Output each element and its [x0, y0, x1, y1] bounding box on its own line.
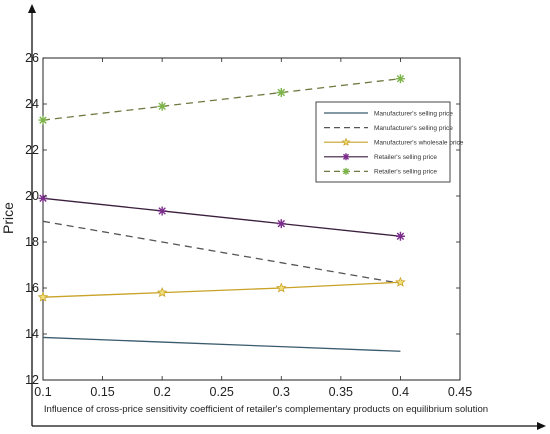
y-tick-label: 14 — [25, 327, 39, 341]
star-marker — [341, 137, 351, 146]
x-tick-label: 0.35 — [329, 385, 353, 399]
outer-axes — [28, 4, 546, 430]
x-tick-label: 0.15 — [90, 385, 114, 399]
legend-item: Manufacturer's selling price — [324, 110, 453, 117]
y-tick-label: 18 — [25, 235, 39, 249]
series-line — [42, 281, 401, 298]
series-layer — [37, 74, 406, 352]
y-tick-label: 12 — [25, 373, 39, 387]
series-1 — [42, 336, 401, 352]
plot-frame — [42, 57, 461, 381]
legend-item: Manufacturer's wholesale price — [324, 137, 464, 147]
asterisk-marker — [38, 115, 48, 125]
y-tick-label: 26 — [25, 51, 39, 65]
star-marker — [37, 291, 49, 302]
series-line — [42, 197, 401, 237]
y-tick-label: 24 — [25, 97, 39, 111]
series-3 — [37, 276, 406, 302]
legend-item: Retailer's selling price — [324, 153, 437, 161]
series-5 — [38, 74, 405, 125]
legend-label: Retailer's selling price — [374, 169, 437, 176]
x-tick-label: 0.1 — [34, 385, 51, 399]
x-tick-label: 0.25 — [210, 385, 234, 399]
legend-label: Manufacturer's selling price — [374, 125, 453, 132]
legend-item: Retailer's selling price — [324, 167, 437, 176]
asterisk-marker — [276, 219, 286, 229]
legend-item: Manufacturer's selling price — [324, 125, 453, 132]
ticks-layer: 0.1 0.15 0.2 0.25 0.3 0.35 0.4 0.45 12 14 16 18 20 22… — [25, 51, 472, 399]
series-line — [42, 336, 401, 352]
star-marker — [395, 276, 406, 287]
x-tick-label: 0.3 — [273, 385, 290, 399]
asterisk-marker — [276, 88, 286, 97]
x-tick-label: 0.4 — [392, 385, 409, 399]
asterisk-marker — [342, 153, 350, 161]
asterisk-marker — [395, 231, 405, 241]
asterisk-marker — [157, 206, 167, 216]
y-axis-label: Price — [0, 202, 16, 234]
star-marker — [156, 287, 168, 298]
star-marker — [276, 282, 287, 293]
y-arrow-icon — [28, 4, 36, 13]
plot-area — [42, 57, 461, 381]
x-tick-label: 0.45 — [448, 385, 472, 399]
y-tick-label: 16 — [25, 281, 39, 295]
x-tick-label: 0.2 — [153, 385, 170, 399]
series-2 — [42, 220, 401, 285]
y-tick-label: 20 — [25, 189, 39, 203]
series-4 — [38, 193, 405, 241]
legend: Manufacturer's selling price Manufacturer… — [315, 101, 464, 183]
legend-label: Retailer's selling price — [374, 154, 437, 161]
asterisk-marker — [157, 101, 167, 111]
legend-label: Manufacturer's wholesale price — [374, 140, 464, 147]
asterisk-marker — [38, 193, 48, 203]
asterisk-marker — [395, 74, 405, 84]
x-axis-label: Influence of cross-price sensitivity coe… — [44, 404, 488, 415]
legend-label: Manufacturer's selling price — [374, 110, 453, 117]
series-line — [42, 220, 401, 285]
x-arrow-icon — [537, 422, 546, 430]
y-tick-label: 22 — [25, 143, 39, 157]
asterisk-marker — [342, 167, 350, 175]
